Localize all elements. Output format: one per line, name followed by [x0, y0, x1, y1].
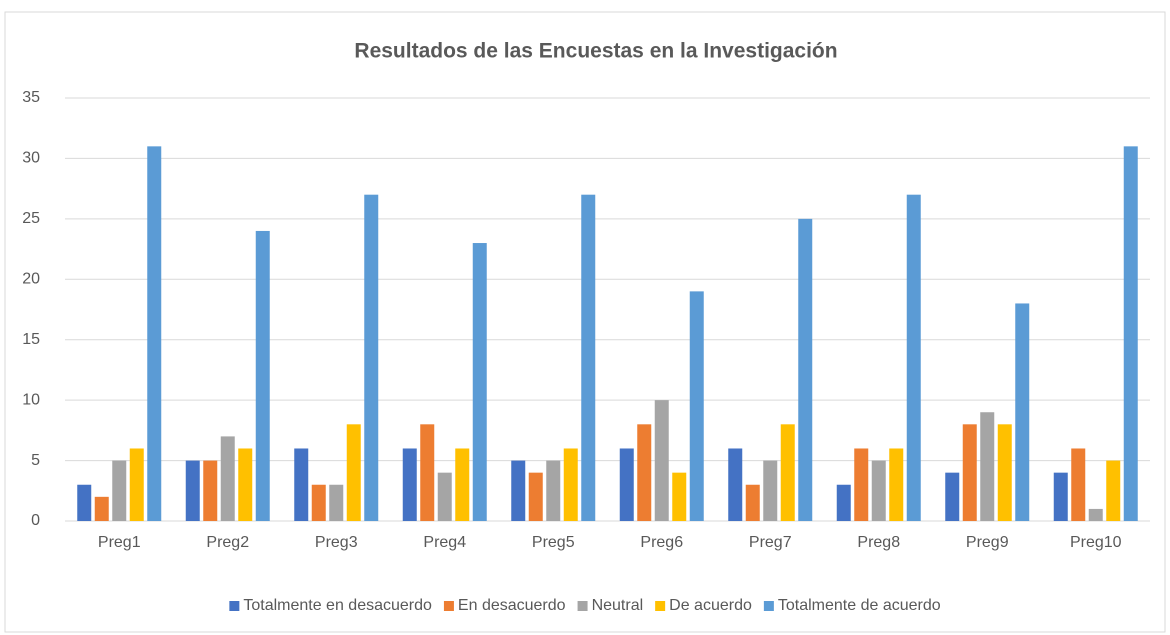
bar — [77, 484, 92, 521]
bar — [402, 448, 417, 521]
y-tick-label: 30 — [22, 150, 40, 167]
chart-title: Resultados de las Encuestas en la Invest… — [354, 40, 837, 63]
bar — [203, 460, 218, 521]
bar — [1071, 448, 1086, 521]
bar — [364, 194, 379, 521]
x-tick-label: Preg7 — [749, 534, 792, 551]
y-tick-label: 5 — [31, 452, 40, 469]
bar — [546, 460, 561, 521]
bar — [437, 472, 452, 521]
bar — [962, 424, 977, 521]
bar — [581, 194, 596, 521]
bar — [619, 448, 634, 521]
legend-label: En desacuerdo — [458, 597, 566, 614]
legend-swatch — [763, 601, 774, 611]
bar — [654, 400, 669, 521]
bar — [997, 424, 1012, 521]
bar — [311, 484, 326, 521]
bar — [637, 424, 652, 521]
legend-swatch — [229, 601, 240, 611]
legend-label: Totalmente de acuerdo — [778, 597, 941, 614]
bar — [511, 460, 526, 521]
bar — [563, 448, 578, 521]
bar — [220, 436, 235, 521]
bar — [1106, 460, 1121, 521]
bar — [528, 472, 543, 521]
legend-label: Neutral — [592, 597, 644, 614]
bar — [147, 146, 162, 522]
bar — [1015, 303, 1030, 521]
bar — [238, 448, 253, 521]
bar — [889, 448, 904, 521]
legend-swatch — [443, 601, 454, 611]
bar — [346, 424, 361, 521]
y-tick-label: 20 — [22, 271, 40, 288]
bar — [420, 424, 435, 521]
bar — [728, 448, 743, 521]
x-tick-label: Preg3 — [315, 534, 358, 551]
x-tick-label: Preg2 — [206, 534, 249, 551]
bar — [854, 448, 869, 521]
x-tick-label: Preg8 — [857, 534, 900, 551]
bar — [798, 218, 813, 521]
x-tick-label: Preg5 — [532, 534, 575, 551]
legend-label: De acuerdo — [669, 597, 752, 614]
y-tick-label: 15 — [22, 331, 40, 348]
y-tick-label: 10 — [22, 391, 40, 408]
x-tick-label: Preg9 — [966, 534, 1009, 551]
bar — [1123, 146, 1138, 522]
bar — [129, 448, 144, 521]
x-tick-label: Preg1 — [98, 534, 141, 551]
bar — [455, 448, 470, 521]
bar — [112, 460, 127, 521]
bar — [836, 484, 851, 521]
bar — [980, 412, 995, 521]
bar — [763, 460, 778, 521]
y-tick-label: 25 — [22, 210, 40, 227]
bar — [672, 472, 687, 521]
bar — [689, 291, 704, 521]
legend-swatch — [655, 601, 666, 611]
y-tick-label: 0 — [31, 512, 40, 529]
x-tick-label: Preg6 — [640, 534, 683, 551]
bar — [472, 243, 487, 521]
bar — [185, 460, 200, 521]
legend-label: Totalmente en desacuerdo — [243, 597, 432, 614]
bar — [1088, 508, 1103, 521]
bar — [329, 484, 344, 521]
x-tick-label: Preg10 — [1070, 534, 1122, 551]
bar — [94, 496, 109, 521]
bar — [1053, 472, 1068, 521]
bar — [906, 194, 921, 521]
bar — [780, 424, 795, 521]
bar — [745, 484, 760, 521]
bar — [945, 472, 960, 521]
bar — [255, 230, 270, 521]
y-tick-label: 35 — [22, 89, 40, 106]
x-tick-label: Preg4 — [423, 534, 466, 551]
bar — [294, 448, 309, 521]
legend-swatch — [577, 601, 588, 611]
bar — [871, 460, 886, 521]
